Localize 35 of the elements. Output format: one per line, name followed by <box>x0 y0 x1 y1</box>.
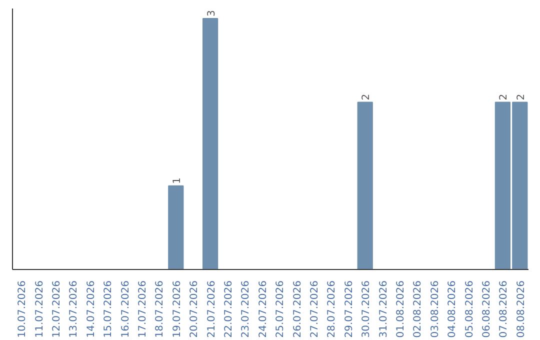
x-tick-label: 07.08.2026 <box>498 280 510 338</box>
x-tick-label: 18.07.2026 <box>154 280 166 338</box>
x-tick-label: 29.07.2026 <box>344 280 355 338</box>
x-tick-label: 15.07.2026 <box>103 280 114 338</box>
x-tick-label: 25.07.2026 <box>275 280 286 338</box>
x-tick-label: 28.07.2026 <box>326 280 338 338</box>
x-tick-label: 08.08.2026 <box>516 280 527 338</box>
x-tick-label: 19.07.2026 <box>172 280 183 338</box>
x-tick-label: 10.07.2026 <box>17 280 28 338</box>
x-tick-label: 04.08.2026 <box>447 280 458 338</box>
x-tick-label: 01.08.2026 <box>396 280 406 338</box>
x-tick-label: 17.07.2026 <box>138 280 148 338</box>
x-tick-label: 13.07.2026 <box>68 280 80 338</box>
x-tick-label: 27.07.2026 <box>310 280 320 338</box>
x-tick-label: 21.07.2026 <box>206 280 218 338</box>
x-tick-label: 14.07.2026 <box>86 280 97 338</box>
data-label: 2 <box>516 94 527 100</box>
x-tick-label: 05.08.2026 <box>464 280 476 338</box>
x-tick-label: 11.07.2026 <box>34 280 46 338</box>
x-tick-label: 26.07.2026 <box>292 280 304 338</box>
x-tick-label: 06.08.2026 <box>482 280 492 338</box>
x-tick-label: 16.07.2026 <box>120 280 132 338</box>
data-label: 3 <box>206 10 218 17</box>
x-tick-label: 30.07.2026 <box>361 280 372 338</box>
data-label: 2 <box>498 94 510 100</box>
x-tick-label: 23.07.2026 <box>240 280 252 338</box>
data-label: 1 <box>172 177 183 184</box>
x-tick-label: 22.07.2026 <box>224 280 234 338</box>
x-tick-label: 02.08.2026 <box>412 280 424 338</box>
data-label: 2 <box>361 94 372 100</box>
x-tick-label: 24.07.2026 <box>258 280 269 338</box>
x-tick-label: 03.08.2026 <box>430 280 441 338</box>
x-tick-label: 31.07.2026 <box>378 280 390 338</box>
x-tick-label: 20.07.2026 <box>189 280 200 338</box>
x-tick-label: 12.07.2026 <box>52 280 62 338</box>
